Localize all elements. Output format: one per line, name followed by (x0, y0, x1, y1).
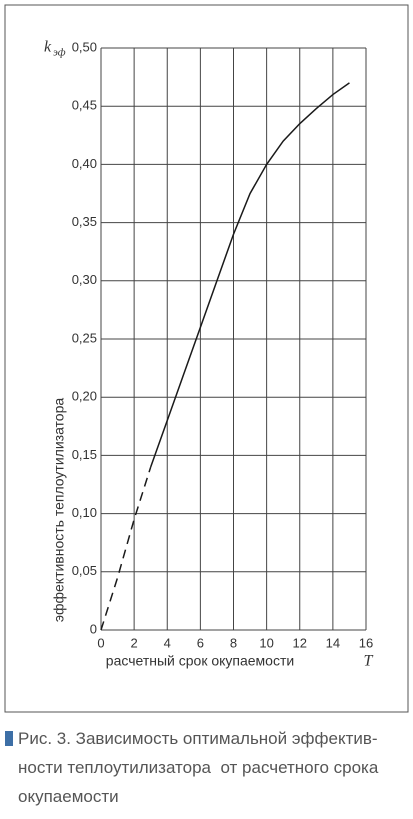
y-tick-label: 0,10 (72, 505, 97, 520)
x-tick-label: 4 (164, 635, 171, 650)
x-tick-label: 12 (293, 635, 307, 650)
caption: Рис. 3. Зависимость оптимальной эффектив… (18, 724, 378, 811)
x-tick-label: 6 (197, 635, 204, 650)
x-tick-label: 8 (230, 635, 237, 650)
y-tick-label: 0,35 (72, 214, 97, 229)
x-tick-label: 14 (326, 635, 340, 650)
y-symbol-subscript: эф (53, 47, 66, 59)
caption-line: Рис. 3. Зависимость оптимальной эффектив… (18, 729, 378, 748)
y-tick-label: 0,45 (72, 98, 97, 113)
x-symbol: T (364, 653, 374, 670)
x-tick-label: 10 (259, 635, 273, 650)
y-tick-label: 0,25 (72, 330, 97, 345)
y-tick-label: 0,40 (72, 156, 97, 171)
y-tick-label: 0,30 (72, 272, 97, 287)
line-series (100, 466, 152, 631)
y-tick-label: 0 (90, 621, 97, 636)
chart: k эф T расчетный срок окупаемости эффект… (4, 4, 409, 713)
caption-line: окупаемости (18, 787, 119, 806)
y-tick-label: 0,15 (72, 447, 97, 462)
y-axis-label: эффективность теплоутилизатора (51, 398, 67, 623)
line-series (149, 82, 350, 468)
x-tick-label: 0 (97, 635, 104, 650)
x-tick-label: 2 (131, 635, 138, 650)
caption-marker (5, 731, 13, 746)
y-tick-label: 0,05 (72, 563, 97, 578)
y-symbol: k (44, 39, 52, 56)
y-tick-label: 0,50 (72, 39, 97, 54)
y-tick-label: 0,20 (72, 389, 97, 404)
x-axis-label: расчетный срок окупаемости (106, 653, 294, 669)
x-tick-label: 16 (359, 635, 373, 650)
frame (4, 4, 409, 713)
caption-line: ности теплоутилизатора от расчетного сро… (18, 758, 379, 777)
